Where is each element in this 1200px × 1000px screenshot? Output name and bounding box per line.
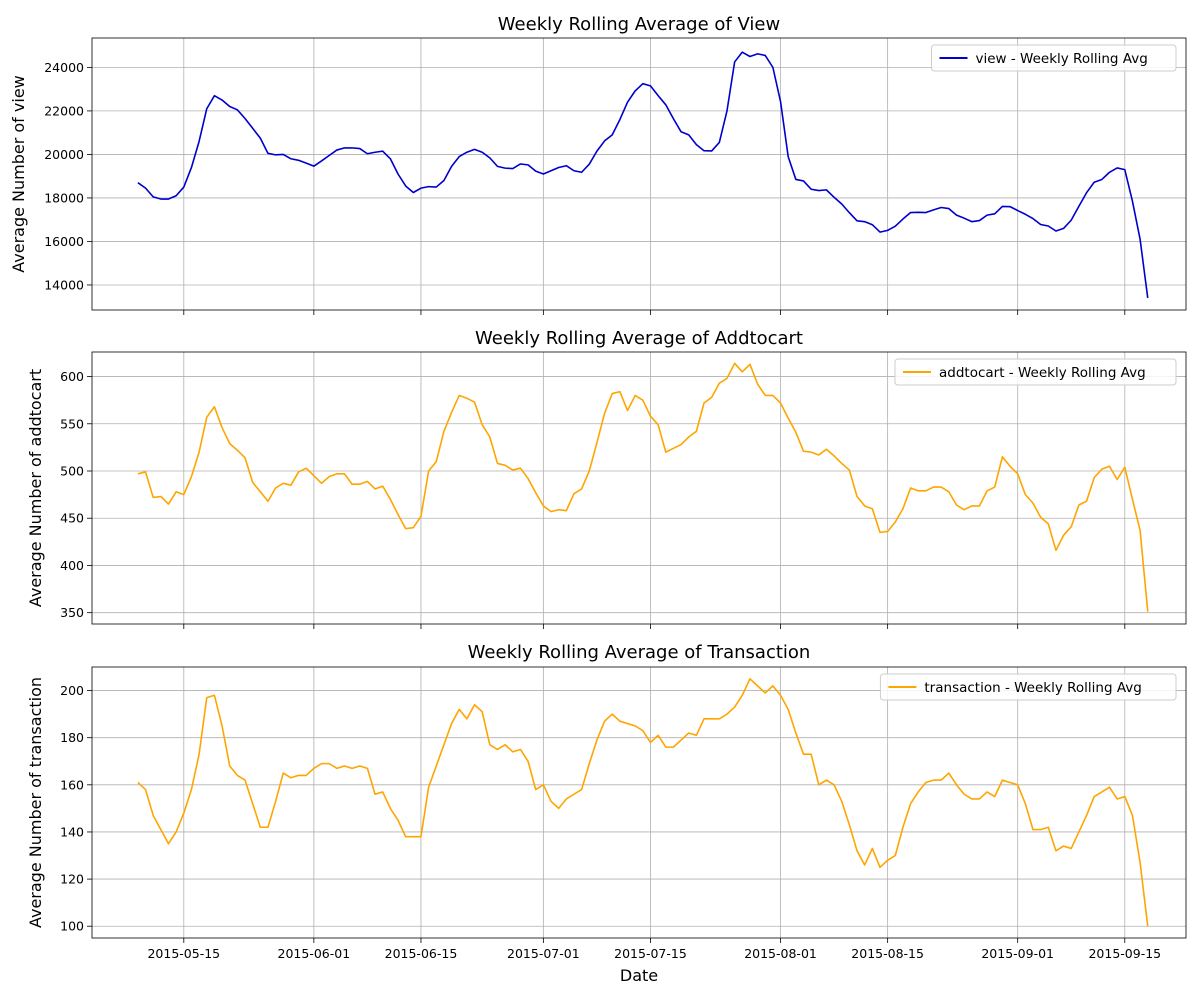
y-tick-label: 550 [60, 416, 84, 431]
plot-frame [91, 37, 1187, 311]
y-tick-label: 600 [60, 369, 84, 384]
x-tick-label: 2015-06-01 [278, 946, 351, 961]
y-tick-label: 500 [60, 464, 84, 479]
legend: view - Weekly Rolling Avg [931, 44, 1177, 72]
series-line-addtocart-weekly-rolling-avg [137, 362, 1149, 612]
legend: addtocart - Weekly Rolling Avg [894, 358, 1177, 386]
plot-area [92, 352, 1186, 624]
y-axis-label: Average Number of transaction [26, 677, 45, 928]
legend-label: addtocart - Weekly Rolling Avg [939, 365, 1146, 381]
plot-area [92, 667, 1186, 938]
x-tick-label: 2015-09-15 [1088, 946, 1161, 961]
x-tick-label: 2015-09-01 [981, 946, 1054, 961]
chart-panel-3: 2015-05-15 2015-06-01 2015-06-15 2015-07-01… [26, 642, 1187, 985]
series-line-transaction-weekly-rolling-avg [137, 677, 1149, 927]
legend-box [894, 358, 1177, 386]
y-tick-label: 400 [60, 558, 84, 573]
y-tick-label: 14000 [44, 277, 84, 292]
series-line-view-weekly-rolling-avg [137, 51, 1149, 299]
y-tick-label: 24000 [44, 60, 84, 75]
chart-panel-2: 350 400 450 500 550 600 addtocart - Weekly Rol… [26, 328, 1187, 629]
y-tick-label: 22000 [44, 103, 84, 118]
legend-label: view - Weekly Rolling Avg [976, 51, 1148, 67]
y-tick-label: 20000 [44, 147, 84, 162]
legend-box [879, 673, 1177, 701]
x-tick-label: 2015-05-15 [147, 946, 220, 961]
y-tick-label: 160 [60, 777, 84, 792]
y-tick-label: 200 [60, 683, 84, 698]
x-tick-label: 2015-06-15 [385, 946, 458, 961]
chart-title: Weekly Rolling Average of Transaction [468, 642, 811, 663]
chart-title: Weekly Rolling Average of View [498, 14, 780, 35]
y-tick-label: 18000 [44, 190, 84, 205]
y-tick-label: 120 [60, 872, 84, 887]
y-tick-label: 100 [60, 919, 84, 934]
y-tick-label: 180 [60, 730, 84, 745]
y-tick-label: 140 [60, 824, 84, 839]
y-axis-label: Average Number of view [9, 75, 28, 273]
legend-label: transaction - Weekly Rolling Avg [924, 680, 1141, 696]
plot-frame [91, 351, 1187, 625]
chart-panel-1: 14000 16000 18000 20000 22000 24000 view - Wee… [9, 14, 1187, 315]
legend-box [931, 44, 1177, 72]
legend: transaction - Weekly Rolling Avg [879, 673, 1177, 701]
plot-area [92, 38, 1186, 310]
plot-frame [91, 666, 1187, 939]
x-tick-label: 2015-07-01 [507, 946, 580, 961]
y-tick-label: 350 [60, 605, 84, 620]
y-tick-label: 16000 [44, 234, 84, 249]
chart-title: Weekly Rolling Average of Addtocart [475, 328, 803, 349]
x-tick-label: 2015-08-15 [851, 946, 924, 961]
x-tick-label: 2015-07-15 [614, 946, 687, 961]
x-tick-label: 2015-08-01 [744, 946, 817, 961]
y-axis-label: Average Number of addtocart [26, 369, 45, 607]
x-axis-label: Date [620, 966, 658, 985]
y-tick-label: 450 [60, 511, 84, 526]
